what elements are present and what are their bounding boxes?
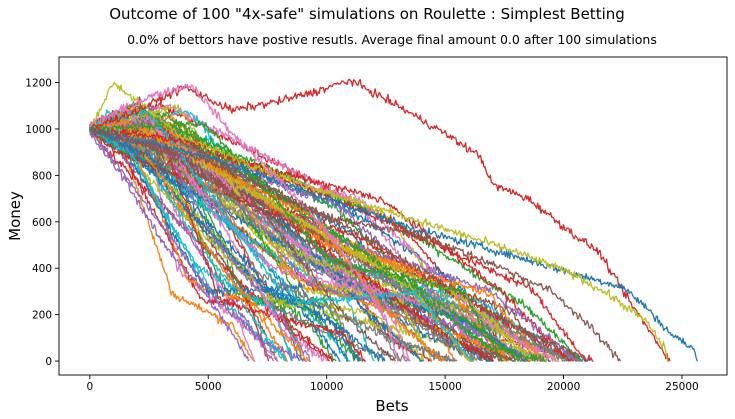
x-tick-label-5000: 5000 (195, 381, 222, 393)
series-line-64 (89, 124, 570, 362)
y-tick-label-1000: 1000 (25, 124, 52, 136)
chart-title: 0.0% of bettors have postive resutls. Av… (127, 32, 657, 47)
x-tick-label-25000: 25000 (665, 381, 698, 393)
series-line-91 (89, 127, 386, 362)
y-tick-label-600: 600 (32, 217, 52, 229)
series-line-76 (89, 116, 590, 362)
y-tick-label-800: 800 (32, 170, 52, 182)
series-line-100 (89, 127, 621, 362)
x-axis-label: Bets (375, 397, 408, 415)
series-line-97 (89, 81, 669, 362)
x-tick-label-0: 0 (86, 381, 93, 393)
series-line-80 (89, 109, 293, 362)
axes-group: 0 5000 10000 15000 20000 25000 0 200 400 600 800 10… (25, 56, 728, 393)
y-tick-label-400: 400 (32, 263, 52, 275)
y-tick-label-1200: 1200 (25, 78, 52, 90)
series-line-72 (89, 106, 542, 362)
y-tick-label-200: 200 (32, 310, 52, 322)
y-tick-label-0: 0 (45, 356, 52, 368)
series-line-61 (89, 126, 529, 362)
series-line-93 (89, 120, 504, 362)
y-axis-label: Money (6, 191, 24, 241)
series-line-96 (89, 125, 698, 362)
x-tick-label-15000: 15000 (428, 381, 461, 393)
axes-frame (58, 56, 728, 376)
series-line-75 (89, 127, 307, 362)
x-tick-label-20000: 20000 (547, 381, 580, 393)
series-line-99 (89, 132, 250, 362)
series-line-90 (89, 109, 473, 362)
x-tick-label-10000: 10000 (310, 381, 343, 393)
series-line-98 (89, 83, 399, 362)
series-group (89, 78, 698, 362)
chart-suptitle: Outcome of 100 "4x-safe" simulations on … (109, 5, 625, 23)
